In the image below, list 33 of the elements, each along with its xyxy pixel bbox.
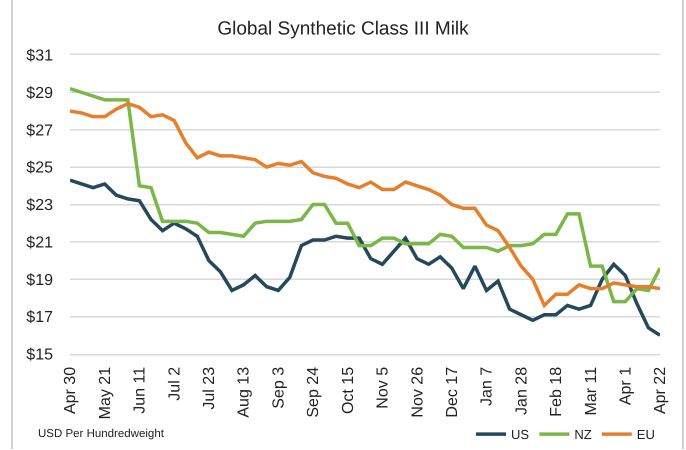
x-tick-label: Mar 11 [582,366,600,416]
x-tick-label: Nov 26 [409,366,426,418]
x-tick-label: Feb 18 [548,366,566,417]
x-tick-label: Nov 5 [374,366,392,409]
y-tick-label: $19 [26,272,54,289]
y-tick-label: $15 [26,346,54,364]
y-tick-label: $25 [26,160,54,177]
x-tick-label: Sep 3 [270,366,288,409]
y-tick-label: $27 [26,122,54,140]
line-series [70,178,660,338]
x-tick-label: May 21 [96,366,114,420]
y-tick-label: $21 [26,234,54,252]
x-tick-label: Jul 2 [166,366,184,401]
y-tick-label: $31 [26,48,54,65]
x-tick-label: Aug 13 [236,366,253,418]
legend-label: US [511,427,530,442]
y-tick-label: $23 [26,197,54,214]
x-tick-label: Jan 7 [478,366,496,406]
x-tick-label: Oct 15 [340,366,357,414]
x-tick-label: Apr 22 [652,366,670,414]
legend-label: EU [636,427,655,442]
text: USD Per Hundredweight [38,428,165,440]
x-tick-label: Sep 24 [305,366,322,418]
x-tick-label: Jan 28 [513,366,530,415]
y-tick-label: $29 [26,84,54,102]
x-tick-label: Jul 23 [201,366,218,410]
x-tick-label: Dec 17 [444,366,461,418]
x-tick-label: Jun 11 [132,366,149,414]
chart-title: Global Synthetic Class III Milk [217,18,470,40]
x-tick-label: Apr 1 [617,366,634,406]
y-tick-label: $17 [26,309,54,326]
x-tick-label: Apr 30 [62,366,80,414]
legend-label: NZ [574,427,592,442]
